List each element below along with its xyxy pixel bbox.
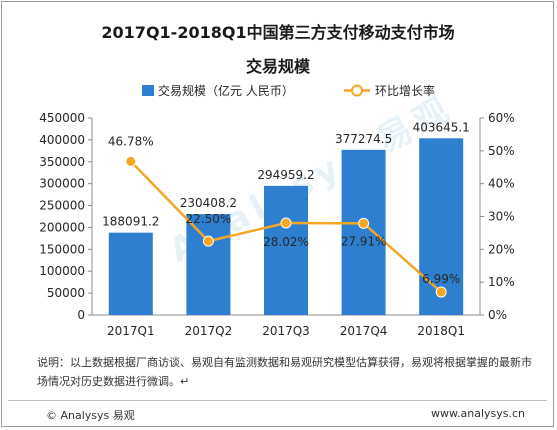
bar-value-label: 403645.1 (413, 120, 470, 134)
bar (108, 232, 153, 315)
growth-rate-label: 28.02% (263, 235, 309, 249)
bars (108, 138, 464, 315)
y-left-tick-label: 350000 (39, 155, 85, 169)
growth-rate-label: 6.99% (422, 272, 460, 286)
footer-divider (8, 400, 547, 401)
y-left-tick-label: 200000 (39, 220, 85, 234)
line-labels: 46.78% 22.50% 28.02% 27.91% 6.99% (108, 134, 460, 286)
bar-value-label: 294959.2 (257, 168, 314, 182)
growth-rate-label: 22.50% (186, 212, 232, 226)
y-left-tick-label: 100000 (39, 264, 85, 278)
legend-line-label: 环比增长率 (375, 83, 435, 98)
bar-value-label: 230408.2 (180, 196, 237, 210)
y-right-tick-label: 10% (488, 275, 515, 289)
legend-bar-swatch (142, 85, 154, 96)
x-tick-label: 2017Q2 (185, 324, 233, 338)
x-tick-label: 2017Q3 (262, 324, 310, 338)
bar-value-label: 188091.2 (102, 215, 159, 229)
bar (341, 149, 386, 315)
chart-note: 说明：以上数据根据厂商访谈、易观自有监测数据和易观研究模型估算获得，易观将根据掌… (37, 356, 532, 388)
bar (419, 138, 464, 315)
growth-rate-point (280, 217, 292, 229)
growth-rate-label: 46.78% (108, 134, 154, 148)
line-series (125, 155, 447, 298)
y-right-tick-label: 60% (488, 111, 515, 125)
chart: 2017Q1-2018Q1中国第三方支付移动支付市场 交易规模 交易规模（亿元 … (39, 23, 514, 338)
bar-labels: 188091.2 230408.2 294959.2 377274.5 403645.1 (102, 120, 470, 228)
axes: 0 50000 100000 150000 200000 250000 300000 3500… (39, 111, 514, 338)
y-left-tick-label: 50000 (47, 286, 85, 300)
y-right-tick-label: 40% (488, 177, 515, 191)
y-right-tick-label: 20% (488, 242, 515, 256)
growth-rate-point (202, 235, 214, 247)
y-left-tick-label: 150000 (39, 242, 85, 256)
y-left-tick-label: 400000 (39, 133, 85, 147)
x-tick-label: 2017Q4 (340, 324, 388, 338)
footer-copyright: © Analysys 易观 (46, 409, 135, 422)
bar-value-label: 377274.5 (335, 132, 392, 146)
chart-title-line1: 2017Q1-2018Q1中国第三方支付移动支付市场 (101, 23, 454, 42)
bar (264, 185, 308, 315)
legend: 交易规模（亿元 人民币） 环比增长率 (142, 83, 435, 98)
y-left-tick-label: 250000 (39, 199, 85, 213)
legend-bar-label: 交易规模（亿元 人民币） (158, 83, 294, 98)
growth-rate-label: 27.91% (341, 234, 387, 248)
x-tick-label: 2017Q1 (107, 324, 155, 338)
x-tick-label: 2018Q1 (417, 324, 465, 338)
chart-title-line2: 交易规模 (246, 57, 311, 76)
growth-rate-point (358, 217, 370, 229)
y-left-tick-label: 450000 (39, 111, 85, 125)
bar (186, 214, 231, 315)
y-right-tick-label: 30% (488, 210, 515, 224)
y-left-tick-label: 0 (77, 308, 85, 322)
growth-rate-point (435, 286, 447, 298)
growth-rate-point (125, 155, 137, 167)
legend-line-marker (351, 84, 363, 97)
y-left-tick-label: 300000 (39, 177, 85, 191)
y-right-tick-label: 50% (488, 144, 515, 158)
y-right-tick-label: 0% (488, 308, 507, 322)
footer-website: www.analysys.cn (431, 407, 525, 420)
